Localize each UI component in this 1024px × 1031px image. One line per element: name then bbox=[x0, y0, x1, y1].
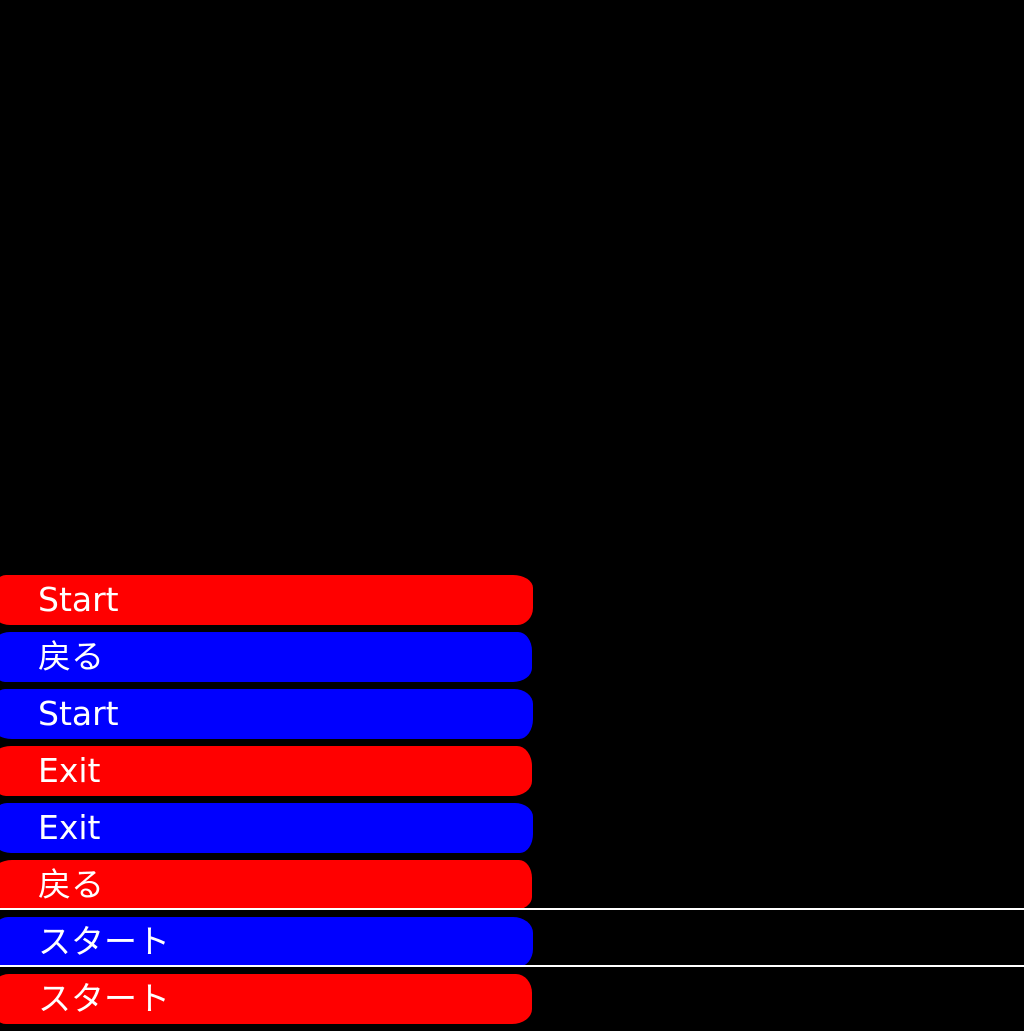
menu-button-exit-red[interactable]: Exit bbox=[0, 746, 532, 796]
menu-button-sutaato-blue[interactable]: スタート bbox=[0, 917, 533, 967]
menu-button-label: Exit bbox=[38, 808, 101, 847]
menu-button-modoru-blue[interactable]: 戻る bbox=[0, 632, 532, 682]
menu-button-label: スタート bbox=[38, 922, 170, 961]
horizontal-rule-1 bbox=[0, 908, 1024, 910]
menu-button-label: 戻る bbox=[38, 865, 104, 904]
menu-button-label: Start bbox=[38, 694, 119, 733]
menu-button-exit-blue[interactable]: Exit bbox=[0, 803, 533, 853]
menu-button-start-red[interactable]: Start bbox=[0, 575, 533, 625]
menu-button-label: Start bbox=[38, 580, 119, 619]
menu-button-label: スタート bbox=[38, 979, 170, 1018]
horizontal-rule-2 bbox=[0, 965, 1024, 967]
menu-button-label: 戻る bbox=[38, 637, 104, 676]
menu-button-label: Exit bbox=[38, 751, 101, 790]
menu-button-start-blue[interactable]: Start bbox=[0, 689, 533, 739]
menu-button-sutaato-red[interactable]: スタート bbox=[0, 974, 532, 1024]
menu-button-modoru-red[interactable]: 戻る bbox=[0, 860, 532, 910]
menu-button-stack: Start 戻る Start Exit Exit 戻る スタート スタート bbox=[0, 575, 560, 1031]
